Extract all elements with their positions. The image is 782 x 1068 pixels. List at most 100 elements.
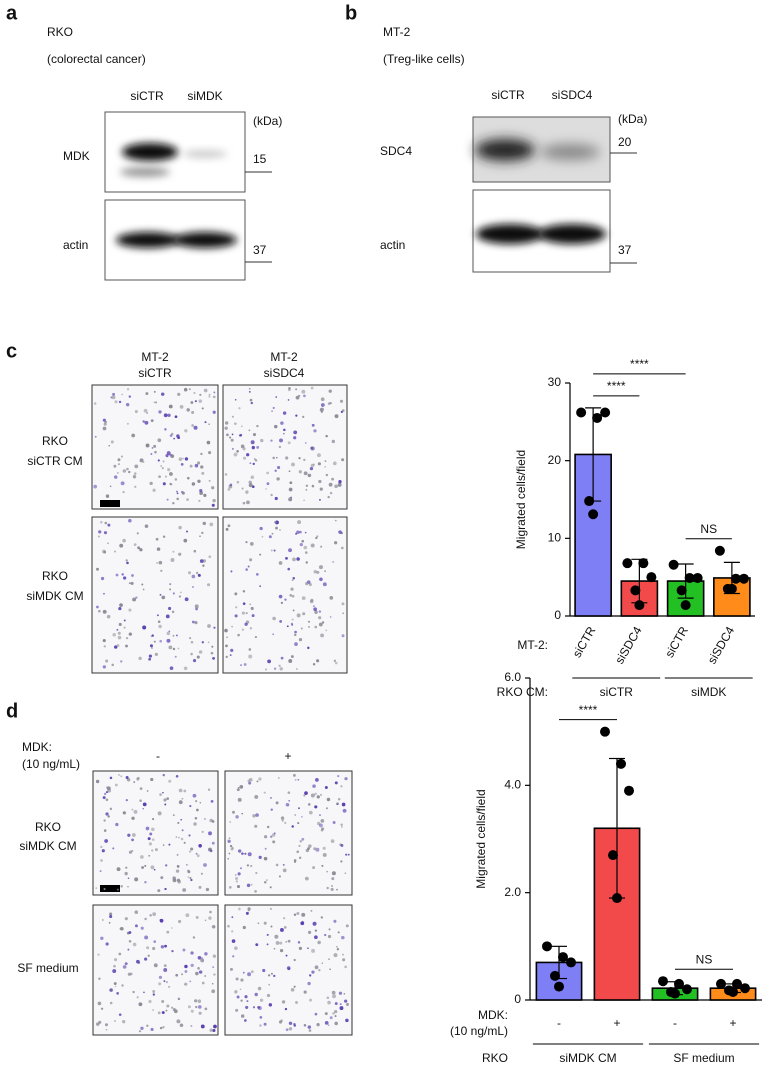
cell bbox=[273, 947, 276, 950]
cell bbox=[127, 885, 129, 888]
cell bbox=[103, 829, 107, 832]
cell bbox=[152, 993, 155, 996]
cell bbox=[204, 818, 206, 820]
cell bbox=[273, 667, 277, 670]
cell bbox=[345, 1018, 349, 1023]
cell bbox=[142, 802, 147, 807]
cell bbox=[128, 632, 132, 636]
cell bbox=[133, 809, 138, 814]
cell bbox=[213, 626, 216, 629]
cell bbox=[100, 845, 103, 849]
cell bbox=[249, 627, 253, 630]
cell bbox=[234, 614, 238, 618]
cell bbox=[183, 538, 188, 543]
cell bbox=[231, 916, 234, 919]
y-tick-label: 10 bbox=[548, 531, 562, 545]
cell bbox=[327, 1000, 331, 1005]
cell bbox=[274, 520, 277, 524]
cell bbox=[106, 786, 111, 791]
cell bbox=[202, 564, 205, 567]
cell bbox=[270, 925, 273, 928]
cell bbox=[244, 622, 248, 626]
cell bbox=[140, 1026, 144, 1031]
y-axis-label: Migrated cells/field bbox=[514, 450, 528, 549]
column-label: MT-2 bbox=[270, 350, 298, 364]
cell bbox=[288, 659, 293, 663]
cell bbox=[270, 493, 273, 497]
cell bbox=[151, 647, 153, 650]
cell bbox=[114, 1019, 117, 1022]
cell bbox=[201, 830, 204, 833]
cell bbox=[319, 577, 323, 582]
cell bbox=[125, 776, 129, 780]
cell bbox=[307, 947, 309, 950]
data-point bbox=[676, 585, 687, 596]
cell bbox=[102, 665, 107, 669]
group-label: siMDK CM bbox=[559, 1051, 616, 1065]
cell bbox=[245, 612, 248, 615]
cell bbox=[245, 490, 249, 494]
cell bbox=[188, 834, 191, 837]
cell bbox=[248, 429, 251, 432]
cell bbox=[177, 919, 182, 924]
cell bbox=[123, 626, 126, 629]
cell bbox=[332, 821, 336, 824]
cell bbox=[212, 954, 217, 958]
cell bbox=[322, 853, 327, 857]
cell bbox=[329, 1016, 333, 1020]
cell bbox=[188, 388, 191, 391]
cell bbox=[320, 828, 324, 832]
cell bbox=[325, 473, 329, 477]
cell bbox=[118, 952, 122, 956]
cell bbox=[289, 481, 293, 485]
cell bbox=[341, 826, 343, 828]
cell bbox=[341, 602, 345, 606]
cell bbox=[150, 865, 155, 870]
cell bbox=[157, 620, 161, 624]
row-label: MDK bbox=[63, 149, 90, 163]
cell bbox=[190, 878, 193, 882]
cell bbox=[227, 839, 231, 843]
cell bbox=[244, 852, 247, 855]
cell bbox=[103, 792, 107, 796]
cell bbox=[258, 855, 262, 859]
cell bbox=[318, 969, 321, 972]
cell bbox=[197, 461, 201, 465]
cell bbox=[282, 432, 285, 435]
data-point bbox=[634, 600, 645, 611]
cell bbox=[227, 488, 231, 491]
data-point bbox=[542, 941, 552, 952]
cell bbox=[316, 570, 320, 574]
cell bbox=[236, 995, 240, 999]
cell bbox=[194, 463, 199, 468]
cell bbox=[259, 1024, 262, 1027]
cell bbox=[158, 410, 162, 414]
cell bbox=[179, 405, 184, 409]
cell bbox=[194, 621, 198, 625]
cell bbox=[310, 793, 315, 798]
cell bbox=[301, 596, 306, 600]
data-point bbox=[550, 970, 560, 981]
cell bbox=[280, 656, 284, 660]
panel-label: d bbox=[6, 700, 18, 722]
cell bbox=[165, 454, 169, 458]
cell bbox=[180, 591, 182, 594]
cell bbox=[292, 773, 296, 777]
cell bbox=[118, 622, 122, 627]
cell bbox=[138, 1030, 142, 1033]
cell bbox=[258, 777, 262, 781]
cell bbox=[199, 801, 202, 804]
cell bbox=[101, 849, 105, 853]
cell bbox=[285, 456, 289, 460]
cell bbox=[213, 973, 216, 976]
cell bbox=[247, 565, 250, 568]
cell bbox=[185, 913, 190, 918]
cell bbox=[160, 465, 163, 467]
cell bbox=[151, 838, 155, 841]
cell bbox=[178, 552, 182, 556]
cell bbox=[131, 838, 134, 842]
cell bbox=[299, 840, 303, 843]
cell bbox=[316, 453, 321, 458]
cell bbox=[193, 549, 197, 553]
cell bbox=[159, 593, 162, 596]
